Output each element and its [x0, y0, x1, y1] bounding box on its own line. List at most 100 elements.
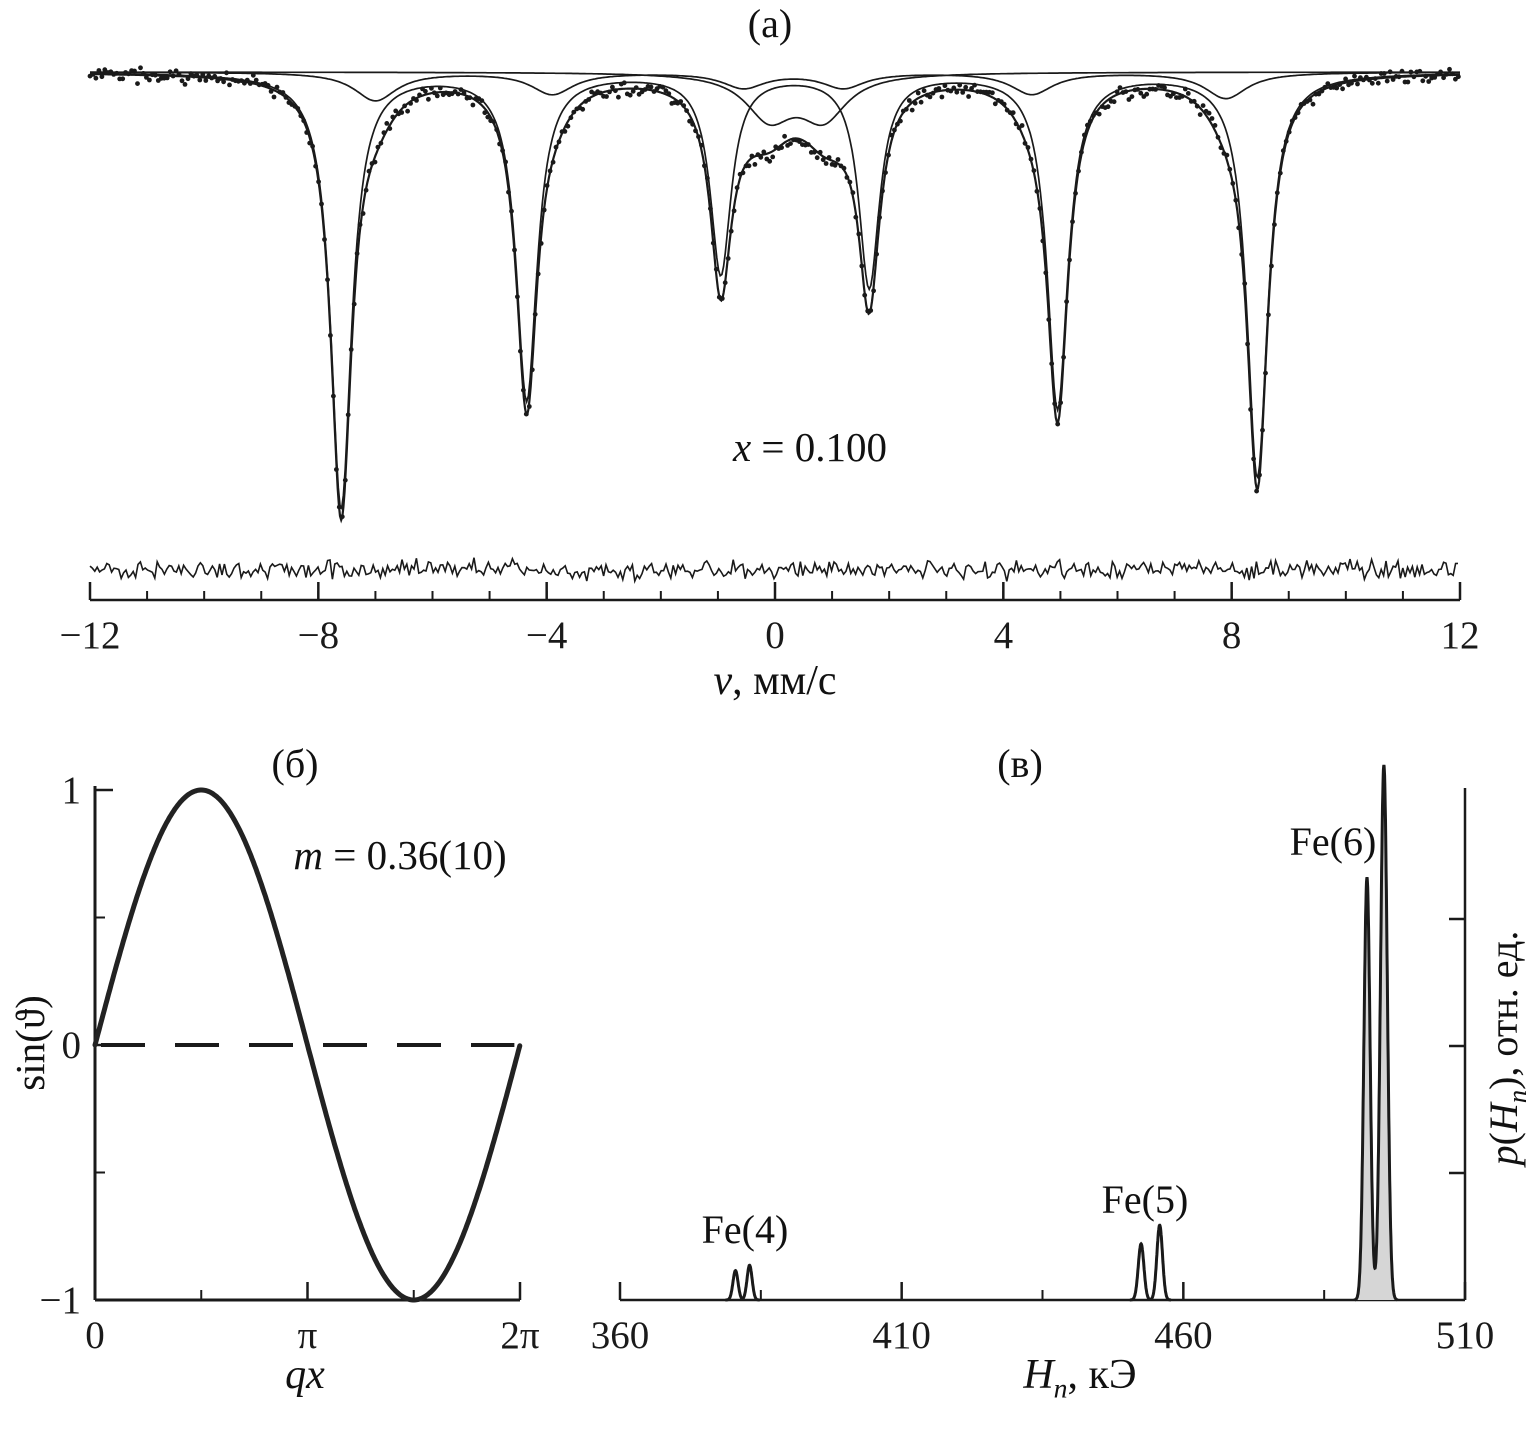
spectrum-data-point — [437, 85, 443, 91]
v-xlabel-variable: H — [1023, 1352, 1054, 1398]
spectrum-data-point — [173, 68, 179, 74]
spectrum-data-point — [728, 228, 734, 234]
spectrum-data-point — [1212, 123, 1218, 128]
v-x-tick-label: 410 — [872, 1314, 931, 1357]
spectrum-data-point — [1441, 75, 1446, 81]
spectrum-data-point — [1019, 123, 1025, 128]
spectrum-data-point — [1087, 118, 1093, 124]
spectrum-data-point — [242, 80, 247, 86]
spectrum-data-point — [461, 90, 467, 96]
spectrum-data-point — [1322, 84, 1328, 90]
spectrum-data-point — [1105, 104, 1111, 110]
spectrum-data-point — [1289, 118, 1295, 124]
v-x-tick-label: 360 — [591, 1314, 650, 1357]
spectrum-data-point — [666, 91, 672, 96]
a-x-tick-label: −8 — [298, 614, 340, 657]
spectrum-data-point — [749, 153, 755, 159]
fe6-peak-label: Fe(6) — [1238, 820, 1428, 864]
spectrum-data-point — [1375, 80, 1381, 86]
spectrum-data-point — [141, 71, 146, 76]
spectrum-data-point — [1283, 138, 1289, 144]
spectrum-data-point — [99, 74, 105, 80]
spectrum-data-point — [1090, 113, 1096, 118]
spectrum-data-point — [960, 90, 966, 95]
v-ylabel-units: ), отн. ед. — [1481, 930, 1526, 1090]
spectrum-data-point — [820, 157, 826, 163]
spectrum-data-point — [170, 73, 176, 79]
spectrum-data-point — [942, 83, 948, 89]
spectrum-data-point — [708, 206, 713, 212]
spectrum-data-point — [357, 222, 363, 228]
spectrum-data-point — [604, 94, 609, 99]
spectrum-data-point — [185, 76, 191, 82]
spectrum-data-point — [927, 94, 933, 100]
spectrum-data-point — [1233, 197, 1239, 203]
spectrum-data-point — [470, 102, 476, 108]
spectrum-data-point — [494, 127, 500, 133]
spectrum-data-point — [506, 189, 511, 195]
spectrum-data-point — [1185, 91, 1191, 96]
spectrum-data-point — [176, 71, 182, 77]
spectrum-data-point — [360, 211, 366, 216]
spectrum-data-point — [526, 404, 532, 409]
spectrum-data-point — [966, 94, 971, 99]
spectrum-data-point — [197, 77, 203, 83]
spectrum-data-point — [336, 504, 342, 510]
spectrum-data-point — [414, 98, 419, 103]
spectrum-data-point — [651, 89, 657, 94]
spectrum-data-point — [366, 168, 372, 174]
spectrum-data-point — [1126, 97, 1132, 102]
spectrum-data-point — [568, 115, 574, 121]
spectrum-data-point — [90, 72, 96, 77]
spectrum-data-point — [722, 280, 728, 286]
spectrum-data-point — [227, 82, 232, 88]
spectrum-data-point — [788, 141, 793, 147]
annotation-a-value: = 0.100 — [751, 424, 888, 470]
spectrum-data-point — [1117, 85, 1123, 90]
spectrum-data-point — [918, 99, 924, 105]
spectrum-data-point — [1061, 354, 1066, 360]
spectrum-data-point — [310, 143, 315, 149]
spectrum-data-point — [1037, 206, 1043, 211]
spectrum-data-point — [1280, 148, 1286, 154]
fe4-label-text: Fe(4) — [701, 1207, 789, 1252]
spectrum-data-point — [467, 95, 473, 101]
spectrum-data-point — [221, 79, 227, 85]
spectrum-data-point — [218, 76, 224, 81]
spectrum-data-point — [719, 296, 725, 301]
spectrum-data-point — [1206, 110, 1212, 116]
v-ylabel-H: H — [1481, 1103, 1526, 1133]
spectrum-data-point — [1340, 86, 1345, 92]
spectrum-data-point — [693, 128, 698, 134]
b-y-tick-label: 1 — [62, 769, 82, 812]
spectrum-data-point — [393, 108, 399, 114]
spectrum-data-point — [1010, 110, 1016, 116]
b-xlabel-text: qx — [285, 1352, 325, 1398]
spectrum-data-point — [1355, 81, 1360, 87]
spectrum-data-point — [915, 90, 921, 96]
spectrum-data-point — [1144, 91, 1150, 97]
spectrum-data-point — [200, 72, 206, 77]
spectrum-data-point — [850, 190, 856, 196]
spectrum-data-point — [1286, 129, 1292, 135]
spectrum-data-point — [1426, 79, 1432, 84]
spectrum-data-point — [963, 84, 969, 90]
spectrum-data-point — [1438, 69, 1443, 75]
spectrum-data-point — [1073, 190, 1078, 196]
panel-a-tag: (а) — [690, 2, 850, 46]
spectrum-data-point — [1251, 456, 1256, 462]
spectrum-data-point — [892, 127, 897, 133]
spectrum-data-point — [1295, 110, 1301, 116]
spectrum-data-point — [458, 87, 464, 92]
spectrum-data-point — [1405, 79, 1411, 85]
spectrum-data-point — [182, 82, 188, 87]
spectrum-data-point — [1396, 74, 1402, 80]
panel-a-tag-text: (а) — [747, 1, 793, 46]
spectrum-data-point — [1307, 97, 1313, 103]
spectrum-data-point — [265, 83, 271, 88]
panel-b-tag: (б) — [215, 742, 375, 786]
spectrum-data-point — [1245, 341, 1250, 347]
spectrum-data-point — [372, 159, 378, 165]
spectrum-data-point — [518, 348, 523, 354]
